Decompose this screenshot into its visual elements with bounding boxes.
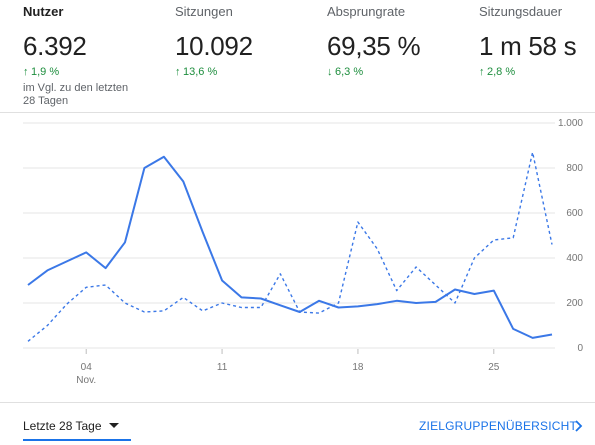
metrics-row: Nutzer 6.392 ↑ 1,9 % im Vgl. zu den letzt… <box>0 0 595 110</box>
metric-change: ↓ 6,3 % <box>327 65 475 79</box>
metric-label: Sitzungsdauer <box>479 4 563 19</box>
arrow-up-icon: ↑ <box>479 66 485 78</box>
y-tick-label: 0 <box>577 343 583 354</box>
x-sub-label: Nov. <box>76 375 96 386</box>
date-range-dropdown[interactable]: Letzte 28 Tage <box>23 419 131 441</box>
metric-users[interactable]: Nutzer 6.392 ↑ 1,9 % im Vgl. zu den letzt… <box>23 0 171 110</box>
metric-bounce-rate[interactable]: Absprungrate 69,35 % ↓ 6,3 % <box>327 0 475 110</box>
metric-value: 10.092 <box>175 31 253 61</box>
metric-change-value: 1,9 % <box>31 66 60 78</box>
metric-change-value: 6,3 % <box>335 66 364 78</box>
metric-change: ↑ 13,6 % <box>175 65 323 79</box>
metric-session-duration[interactable]: Sitzungsdauer 1 m 58 s ↑ 2,8 % <box>479 0 595 110</box>
caret-down-icon <box>109 423 119 428</box>
metric-change-value: 13,6 % <box>183 66 218 78</box>
metric-label: Nutzer <box>23 4 64 19</box>
metric-change: ↑ 1,9 % <box>23 65 171 79</box>
chevron-right-icon[interactable] <box>573 418 585 434</box>
current-series-line <box>27 155 553 339</box>
metrics-divider <box>0 112 595 113</box>
x-tick-label: 04 <box>81 362 93 373</box>
y-tick-label: 800 <box>566 163 583 174</box>
arrow-up-icon: ↑ <box>175 66 181 78</box>
metric-value: 1 m 58 s <box>479 31 577 61</box>
arrow-up-icon: ↑ <box>23 66 29 78</box>
audience-overview-link[interactable]: ZIELGRUPPENÜBERSICHT <box>419 419 578 433</box>
metric-value: 69,35 % <box>327 31 421 61</box>
footer-divider <box>0 402 595 403</box>
metric-change-value: 2,8 % <box>487 66 516 78</box>
metric-change: ↑ 2,8 % <box>479 65 595 79</box>
y-tick-label: 200 <box>566 298 583 309</box>
line-chart: 0 200 400 600 800 1.000 04 11 18 25 Nov. <box>23 118 583 386</box>
y-tick-label: 400 <box>566 253 583 264</box>
date-range-label: Letzte 28 Tage <box>23 419 102 433</box>
metric-label: Sitzungen <box>175 4 233 19</box>
y-tick-label: 600 <box>566 208 583 219</box>
x-tick-label: 25 <box>488 362 500 373</box>
y-tick-label: 1.000 <box>558 118 583 129</box>
metric-value: 6.392 <box>23 31 87 61</box>
metric-label: Absprungrate <box>327 4 406 19</box>
comparison-series-line <box>27 151 553 342</box>
x-tick-label: 18 <box>352 362 364 373</box>
comparison-note: im Vgl. zu den letzten 28 Tagen <box>23 82 129 107</box>
x-tick-label: 11 <box>217 362 228 373</box>
arrow-down-icon: ↓ <box>327 66 333 78</box>
metric-sessions[interactable]: Sitzungen 10.092 ↑ 13,6 % <box>175 0 323 110</box>
